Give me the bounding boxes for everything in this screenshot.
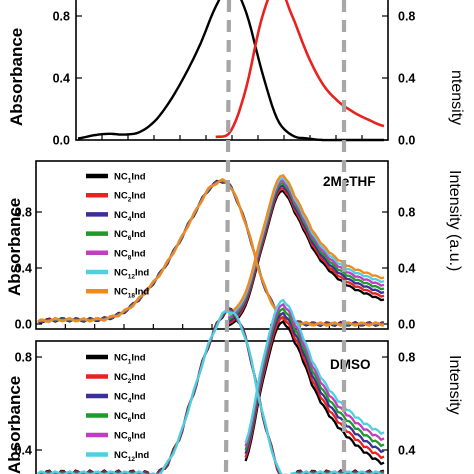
legend-label-2: NC4Ind (114, 210, 146, 223)
legend-label-3: NC6Ind (114, 411, 146, 424)
panel-bottom-ylabel-left: Absorbance (5, 376, 24, 474)
emission-line-0 (227, 189, 385, 327)
ytick-label-left-0-2: 0.8 (53, 10, 70, 24)
legend-label-5: NC12Ind (114, 268, 149, 281)
legend-label-2: NC4Ind (114, 392, 146, 405)
legend-label-5: NC12Ind (114, 450, 149, 463)
panel-top: 0.0 0.0 0.4 0.4 0.8 0.8 Absorbance ntensity (7, 0, 465, 148)
ytick-label-right-0-1: 0.4 (398, 72, 415, 86)
panel-middle: 0.0 0.00.4 0.40.8 0.8 2MeTHF NC1IndNC2IndNC… (5, 160, 463, 332)
panel-middle-ylabel-right: Intensity (a.u.) (446, 170, 463, 271)
legend-label-4: NC8Ind (114, 431, 146, 444)
ytick-label-right-1-1: 0.4 (398, 262, 415, 276)
ytick-label-left-2-0: 0.4 (15, 444, 32, 458)
legend-label-3: NC6Ind (114, 229, 146, 242)
panel-top-ylabel-right: ntensity (448, 70, 465, 125)
legend-label-1: NC2Ind (114, 372, 146, 385)
legend-label-4: NC8Ind (114, 248, 146, 261)
series-line-0 (77, 0, 384, 142)
ytick-label-left-0-1: 0.4 (53, 72, 70, 86)
panel-bottom-curves (37, 298, 385, 474)
ytick-label-left-1-2: 0.8 (15, 206, 32, 220)
panel-middle-ylabel-left: Absorbance (5, 198, 24, 296)
absorbance-line-6 (37, 177, 385, 327)
ytick-label-right-0-2: 0.8 (398, 10, 415, 24)
panel-bottom: 0.4 0.4 0.8 0.8 DMSO NC1Ind NC2Ind NC4Ind NC6I… (5, 298, 463, 474)
legend-label-1: NC2Ind (114, 191, 146, 204)
ytick-label-left-0-0: 0.0 (53, 134, 70, 148)
panel-bottom-ticks: 0.4 0.4 0.8 0.8 (15, 351, 416, 458)
ytick-label-right-1-2: 0.8 (398, 206, 415, 220)
panel-middle-ticks: 0.0 0.0 0.4 0.4 0.8 0.8 (15, 206, 416, 332)
emission-line-6 (227, 173, 385, 315)
emission-line-3 (227, 181, 385, 321)
guide-line-0 (223, 0, 232, 474)
ytick-label-right-1-0: 0.0 (398, 318, 415, 332)
ytick-label-left-1-0: 0.0 (15, 318, 32, 332)
panel-bottom-label: DMSO (330, 357, 371, 372)
emission-line-4 (227, 179, 385, 319)
panel-bottom-ylabel-right: Intensity (446, 355, 463, 415)
legend-label-6: NC18Ind (114, 287, 149, 300)
ytick-label-left-2-1: 0.8 (15, 351, 32, 365)
panel-bottom-frame (35, 340, 389, 474)
emission-line-5 (244, 298, 385, 444)
absorbance-line-5 (37, 309, 385, 474)
panel-bottom-legend: NC1Ind NC2Ind NC4Ind NC6Ind NC8Ind NC12Ind (86, 353, 149, 463)
panel-top-ticks: 0.0 0.0 0.4 0.4 0.8 0.8 (53, 10, 416, 148)
emission-line-1 (227, 186, 385, 325)
panel-middle-label: 2MeTHF (323, 174, 376, 189)
panel-middle-curves (37, 173, 385, 328)
series-line-1 (215, 0, 385, 139)
ytick-label-right-0-0: 0.0 (398, 134, 415, 148)
ytick-label-right-2-1: 0.8 (398, 351, 415, 365)
panel-top-frame (75, 0, 389, 141)
emission-line-2 (227, 184, 385, 323)
ytick-label-right-2-0: 0.4 (398, 444, 415, 458)
legend-label-0: NC1Ind (114, 172, 146, 185)
panel-middle-legend: NC1Ind NC2Ind NC4Ind NC6Ind NC8Ind NC12Ind NC1… (86, 172, 149, 300)
panel-top-curves (77, 0, 385, 142)
panel-top-ylabel-left: Absorbance (7, 28, 26, 126)
ytick-label-left-1-1: 0.4 (15, 262, 32, 276)
legend-label-0: NC1Ind (114, 353, 146, 366)
